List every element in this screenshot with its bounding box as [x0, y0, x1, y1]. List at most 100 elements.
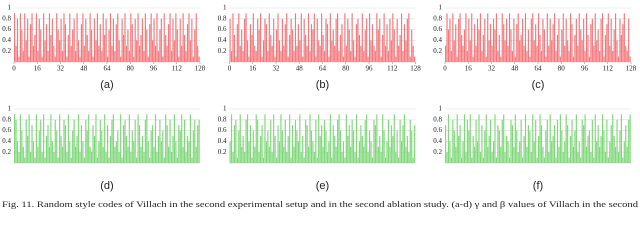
bar	[289, 114, 291, 163]
bar	[350, 146, 352, 163]
bar	[29, 152, 32, 163]
bar	[254, 45, 256, 62]
bar	[549, 114, 551, 163]
bar	[366, 114, 368, 163]
bar	[517, 152, 519, 163]
x-tick-label: 16	[249, 65, 257, 73]
bar	[244, 152, 246, 163]
bar	[478, 29, 480, 63]
bar	[596, 141, 598, 163]
bar	[606, 24, 608, 62]
y-tick-label: 0.4	[433, 36, 442, 44]
bar	[619, 130, 621, 163]
bar	[503, 114, 505, 163]
bar	[128, 114, 130, 163]
bar	[283, 146, 285, 163]
bar	[43, 13, 45, 62]
bar	[241, 29, 243, 63]
bar	[37, 51, 39, 62]
bar	[242, 136, 244, 163]
bar	[585, 13, 588, 62]
bar	[520, 35, 522, 62]
bar	[386, 141, 388, 163]
bar	[373, 45, 375, 62]
bar	[109, 13, 112, 62]
bar	[297, 141, 299, 163]
y-tick-label: 0.2	[433, 47, 442, 55]
bar	[120, 114, 122, 163]
bar	[186, 136, 189, 163]
bar	[261, 125, 263, 163]
bar	[523, 136, 525, 163]
bar	[165, 114, 167, 163]
bar	[337, 13, 339, 62]
bar	[114, 51, 116, 62]
bar	[45, 24, 48, 62]
bar	[583, 18, 585, 62]
bar	[296, 130, 298, 163]
bar	[511, 125, 514, 163]
bar	[396, 18, 398, 62]
bar	[481, 51, 483, 62]
bar	[522, 157, 524, 163]
bar	[626, 146, 628, 163]
bar	[92, 125, 94, 163]
bar	[342, 56, 345, 62]
bar	[105, 18, 107, 62]
bar	[604, 152, 607, 163]
bar	[73, 18, 75, 62]
bar	[562, 152, 564, 163]
bar	[575, 18, 577, 62]
bar	[107, 56, 109, 62]
bar	[166, 45, 168, 62]
x-tick-label: 48	[511, 65, 519, 73]
x-tick-label: 32	[273, 65, 281, 73]
bar	[613, 29, 615, 63]
bar	[380, 152, 382, 163]
x-tick-label: 96	[581, 65, 589, 73]
bar	[484, 130, 486, 163]
bar	[472, 136, 474, 163]
bar	[504, 40, 506, 62]
bar	[252, 130, 254, 163]
bar	[580, 29, 582, 63]
bar	[446, 13, 448, 62]
bar	[622, 24, 624, 62]
bar	[458, 136, 460, 163]
bar	[625, 45, 627, 62]
bar	[246, 114, 249, 163]
bar	[337, 119, 339, 163]
bar	[315, 56, 317, 62]
bar	[387, 119, 390, 163]
bar	[462, 141, 464, 163]
bar	[395, 152, 397, 163]
bar	[593, 45, 595, 62]
bar	[160, 18, 162, 62]
bar	[350, 51, 352, 62]
bar	[118, 40, 120, 62]
bar	[318, 114, 320, 163]
bar	[555, 157, 557, 163]
bar	[60, 18, 62, 62]
bar	[335, 146, 337, 163]
bar	[149, 24, 151, 62]
bar	[297, 24, 299, 62]
bar	[91, 152, 93, 163]
bar	[85, 18, 87, 62]
bar	[252, 13, 254, 62]
bar	[229, 141, 231, 163]
bar	[165, 35, 167, 62]
bar	[273, 114, 275, 163]
bar	[67, 114, 69, 163]
bar	[471, 13, 473, 62]
bar	[43, 114, 45, 163]
bar	[527, 125, 529, 163]
bar	[236, 157, 238, 163]
bar	[373, 119, 375, 163]
bar	[409, 119, 411, 163]
bar	[529, 130, 531, 163]
panel-label: (a)	[100, 79, 113, 91]
x-tick-label: 64	[319, 65, 327, 73]
bar	[76, 13, 78, 62]
bar	[538, 136, 540, 163]
